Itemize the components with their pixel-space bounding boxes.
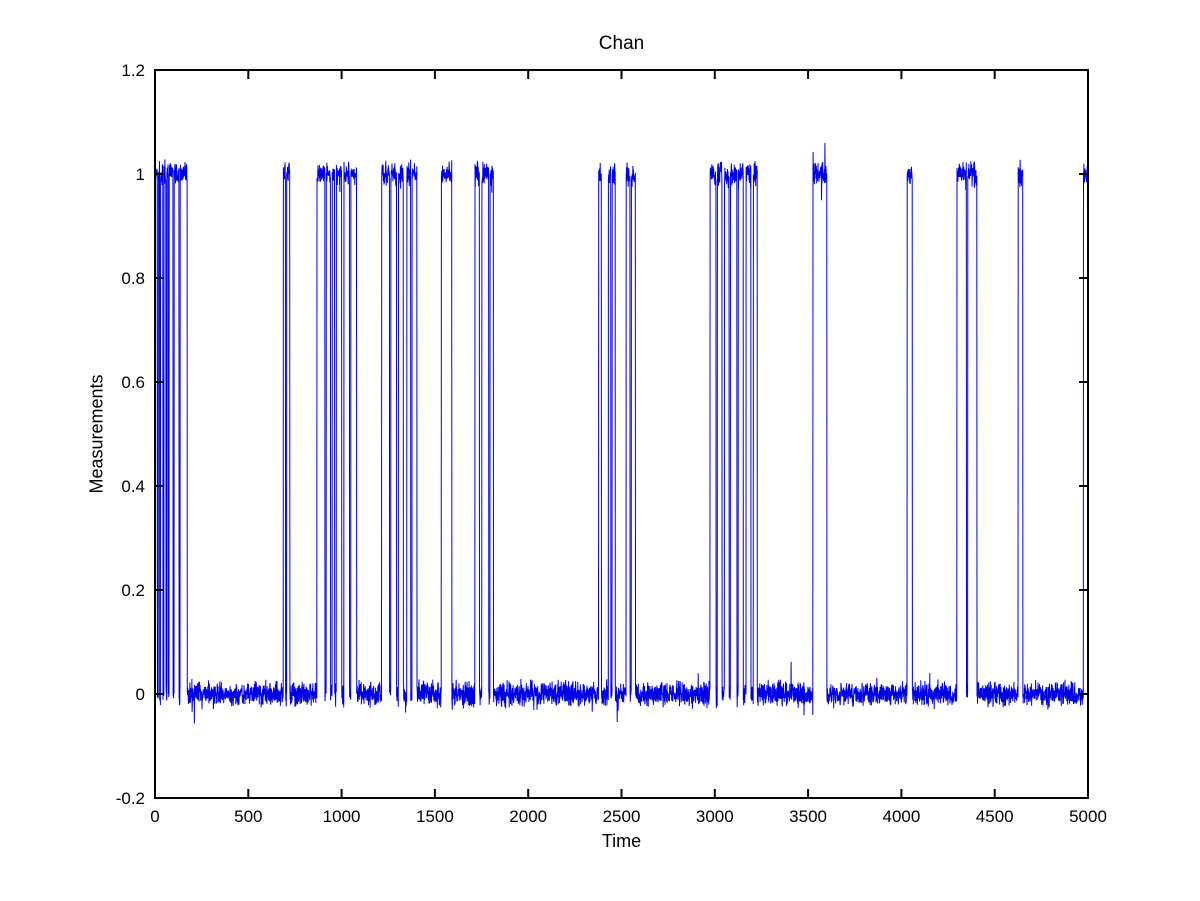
x-tick-label-0: 0 <box>150 807 159 826</box>
x-axis-label: Time <box>601 831 642 851</box>
chart-title: Chan <box>598 33 645 54</box>
y-tick-label-0.6: 0.6 <box>121 373 145 392</box>
x-tick-label-4500: 4500 <box>976 807 1014 826</box>
y-tick-label-0.4: 0.4 <box>121 477 145 496</box>
y-tick-label-0: 0 <box>136 685 145 704</box>
signal-line <box>154 142 1089 724</box>
x-tick-label-3000: 3000 <box>696 807 734 826</box>
x-tick-label-2000: 2000 <box>509 807 547 826</box>
measurements-series-path <box>154 142 1089 724</box>
x-tick-label-2500: 2500 <box>603 807 641 826</box>
x-tick-label-5000: 5000 <box>1069 807 1107 826</box>
x-tick-label-1500: 1500 <box>416 807 454 826</box>
y-tick-label-1.2: 1.2 <box>121 61 145 80</box>
x-tick-label-1000: 1000 <box>323 807 361 826</box>
y-tick-label-0.8: 0.8 <box>121 269 145 288</box>
x-tick-label-500: 500 <box>234 807 262 826</box>
x-tick-label-3500: 3500 <box>789 807 827 826</box>
y-tick-label-0.2: 0.2 <box>121 581 145 600</box>
y-tick-label-1: 1 <box>136 165 145 184</box>
y-axis-label: Measurements <box>86 374 107 494</box>
y-tick-label--0.2: -0.2 <box>116 789 145 808</box>
axes: 0 500 1000 1500 2000 2500 3000 3500 4000 4500 5000… <box>116 61 1107 826</box>
x-tick-label-4000: 4000 <box>882 807 920 826</box>
